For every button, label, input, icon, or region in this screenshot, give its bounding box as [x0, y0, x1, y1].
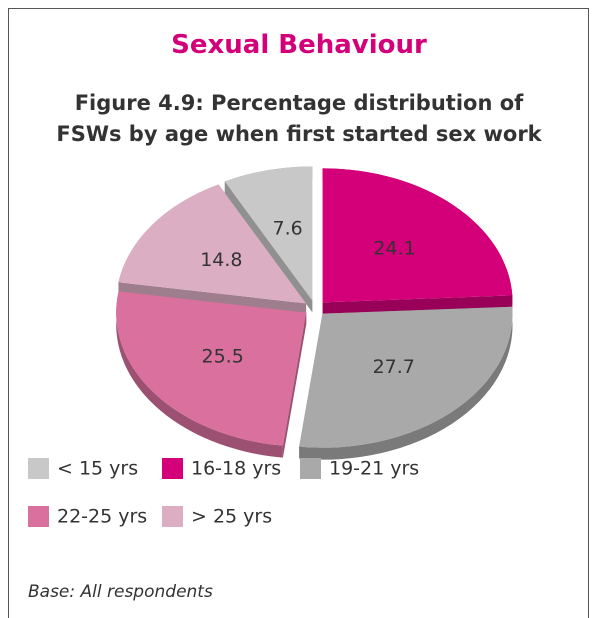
legend-swatch — [162, 506, 183, 527]
data-label: 25.5 — [202, 345, 244, 367]
legend-swatch — [28, 458, 49, 479]
legend-label: 16-18 yrs — [191, 458, 281, 480]
legend-label: 22-25 yrs — [57, 506, 147, 528]
legend-label: 19-21 yrs — [329, 458, 419, 480]
data-label: 7.6 — [272, 217, 302, 239]
legend-swatch — [300, 458, 321, 479]
slice-side — [224, 181, 313, 313]
legend-label: < 15 yrs — [57, 458, 138, 480]
chart-title: Sexual Behaviour — [171, 30, 427, 60]
data-label: 14.8 — [200, 249, 242, 271]
footnote: Base: All respondents — [28, 582, 213, 602]
frame — [8, 8, 589, 618]
slice — [322, 168, 513, 303]
slice-side — [118, 282, 307, 316]
data-label: 27.7 — [373, 356, 415, 378]
legend-swatch — [162, 458, 183, 479]
slice — [224, 166, 313, 301]
legend-swatch — [28, 506, 49, 527]
slice-side — [116, 291, 283, 458]
slice — [118, 184, 307, 304]
slice — [116, 291, 307, 446]
slice-side — [322, 295, 513, 315]
legend-label: > 25 yrs — [191, 506, 272, 528]
data-label: 24.1 — [373, 237, 415, 259]
slice-side — [282, 312, 307, 458]
slice — [299, 306, 513, 448]
chart-subtitle: Figure 4.9: Percentage distribution of F… — [56, 91, 542, 146]
